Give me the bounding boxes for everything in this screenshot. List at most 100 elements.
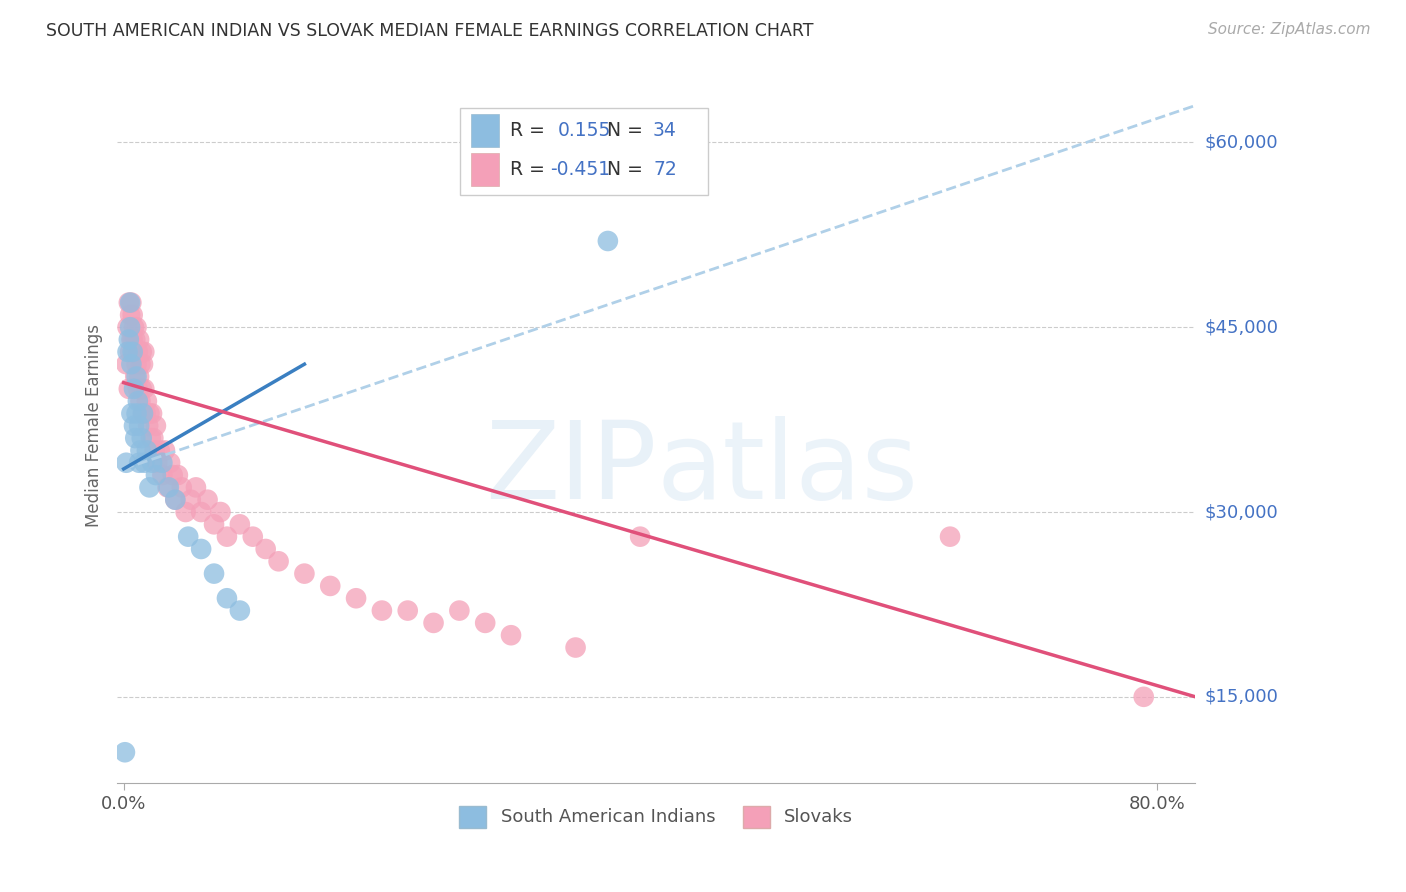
South American Indians <box>128 418 150 433</box>
Text: N =: N = <box>607 121 648 140</box>
Slovaks <box>131 344 153 359</box>
Slovaks <box>167 468 190 483</box>
South American Indians <box>150 456 173 470</box>
Slovaks <box>129 357 152 371</box>
Slovaks <box>122 344 145 359</box>
Slovaks <box>499 628 522 642</box>
Slovaks <box>939 530 962 544</box>
Slovaks <box>146 456 169 470</box>
Y-axis label: Median Female Earnings: Median Female Earnings <box>86 325 103 527</box>
South American Indians <box>125 369 148 384</box>
South American Indians <box>124 431 146 445</box>
Slovaks <box>242 530 264 544</box>
Slovaks <box>124 369 146 384</box>
Text: R =: R = <box>509 160 551 178</box>
Slovaks <box>124 333 146 347</box>
Slovaks <box>134 344 156 359</box>
Slovaks <box>141 407 163 421</box>
South American Indians <box>115 456 138 470</box>
Slovaks <box>132 407 155 421</box>
South American Indians <box>141 456 163 470</box>
South American Indians <box>131 431 153 445</box>
Slovaks <box>396 604 419 618</box>
Slovaks <box>170 480 193 494</box>
FancyBboxPatch shape <box>460 108 709 195</box>
Slovaks <box>156 480 179 494</box>
Slovaks <box>125 320 148 334</box>
Text: -0.451: -0.451 <box>551 160 610 178</box>
South American Indians <box>135 443 157 458</box>
South American Indians <box>165 492 187 507</box>
Text: R =: R = <box>509 121 551 140</box>
Slovaks <box>122 320 145 334</box>
FancyBboxPatch shape <box>471 153 499 186</box>
Text: 34: 34 <box>652 121 676 140</box>
Slovaks <box>131 382 153 396</box>
South American Indians <box>122 382 145 396</box>
Slovaks <box>215 530 238 544</box>
Slovaks <box>138 407 160 421</box>
FancyBboxPatch shape <box>471 114 499 147</box>
Slovaks <box>121 308 143 322</box>
Slovaks <box>371 604 394 618</box>
Slovaks <box>115 357 138 371</box>
South American Indians <box>121 344 143 359</box>
Text: atlas: atlas <box>657 416 918 522</box>
Slovaks <box>344 591 367 606</box>
Slovaks <box>159 456 181 470</box>
Text: N =: N = <box>607 160 648 178</box>
Slovaks <box>209 505 232 519</box>
Text: SOUTH AMERICAN INDIAN VS SLOVAK MEDIAN FEMALE EARNINGS CORRELATION CHART: SOUTH AMERICAN INDIAN VS SLOVAK MEDIAN F… <box>46 22 814 40</box>
Slovaks <box>202 517 225 532</box>
South American Indians <box>190 541 212 556</box>
South American Indians <box>125 407 148 421</box>
Slovaks <box>120 333 142 347</box>
Slovaks <box>143 443 166 458</box>
Text: $15,000: $15,000 <box>1205 688 1278 706</box>
Slovaks <box>149 443 172 458</box>
Slovaks <box>129 394 152 409</box>
Slovaks <box>474 615 496 630</box>
Slovaks <box>128 369 150 384</box>
Slovaks <box>120 344 142 359</box>
Slovaks <box>136 418 159 433</box>
Slovaks <box>132 357 155 371</box>
Slovaks <box>162 468 184 483</box>
South American Indians <box>118 333 141 347</box>
South American Indians <box>229 604 252 618</box>
Slovaks <box>134 382 156 396</box>
Text: 72: 72 <box>652 160 676 178</box>
South American Indians <box>138 480 160 494</box>
Slovaks <box>197 492 219 507</box>
Slovaks <box>190 505 212 519</box>
Text: ZIP: ZIP <box>485 416 657 522</box>
Slovaks <box>449 604 471 618</box>
Slovaks <box>118 382 141 396</box>
Slovaks <box>564 640 586 655</box>
South American Indians <box>157 480 180 494</box>
Slovaks <box>1132 690 1154 704</box>
Slovaks <box>142 431 165 445</box>
Slovaks <box>127 382 149 396</box>
South American Indians <box>129 443 152 458</box>
South American Indians <box>202 566 225 581</box>
South American Indians <box>127 394 149 409</box>
Slovaks <box>150 468 173 483</box>
South American Indians <box>120 295 142 310</box>
Slovaks <box>294 566 316 581</box>
South American Indians <box>215 591 238 606</box>
Slovaks <box>128 333 150 347</box>
Slovaks <box>267 554 290 568</box>
Slovaks <box>254 541 277 556</box>
Slovaks <box>125 357 148 371</box>
Legend: South American Indians, Slovaks: South American Indians, Slovaks <box>453 798 860 835</box>
Slovaks <box>153 443 176 458</box>
South American Indians <box>132 407 155 421</box>
Slovaks <box>139 431 162 445</box>
Slovaks <box>127 344 149 359</box>
South American Indians <box>177 530 200 544</box>
Slovaks <box>319 579 342 593</box>
South American Indians <box>145 468 167 483</box>
South American Indians <box>120 357 142 371</box>
South American Indians <box>128 456 150 470</box>
